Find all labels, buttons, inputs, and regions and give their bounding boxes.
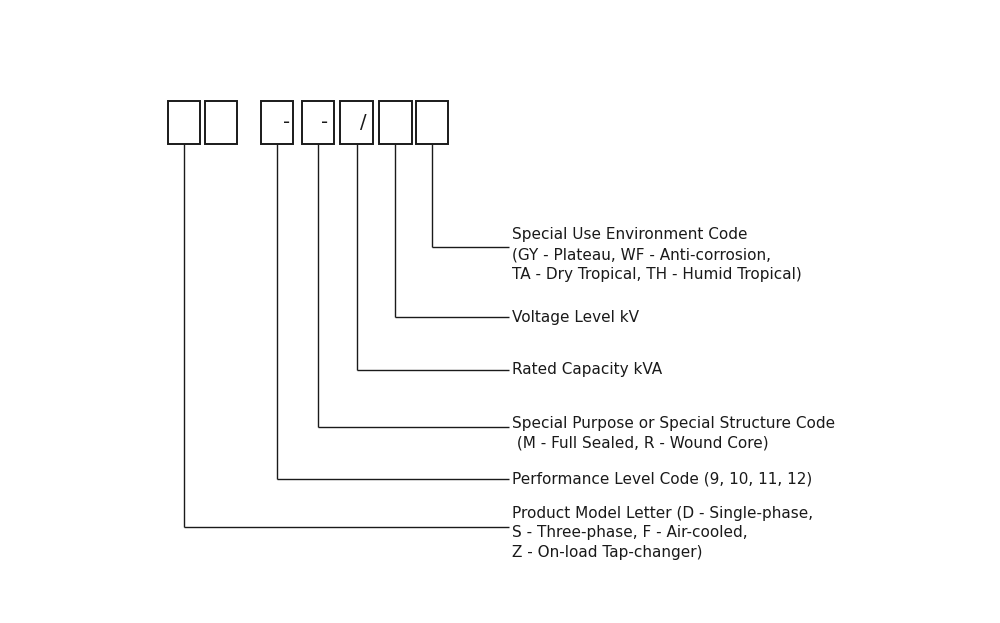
Bar xyxy=(205,101,237,145)
Text: Special Purpose or Special Structure Code
 (M - Full Sealed, R - Wound Core): Special Purpose or Special Structure Cod… xyxy=(512,416,836,451)
Bar xyxy=(302,101,334,145)
Text: Voltage Level kV: Voltage Level kV xyxy=(512,310,640,325)
Bar xyxy=(379,101,412,145)
Bar xyxy=(168,101,200,145)
Bar xyxy=(416,101,448,145)
Bar xyxy=(261,101,293,145)
Text: -: - xyxy=(321,113,329,132)
Text: Product Model Letter (D - Single-phase,
S - Three-phase, F - Air-cooled,
Z - On-: Product Model Letter (D - Single-phase, … xyxy=(512,506,814,560)
Text: /: / xyxy=(360,113,367,132)
Text: Special Use Environment Code
(GY - Plateau, WF - Anti-corrosion,
TA - Dry Tropic: Special Use Environment Code (GY - Plate… xyxy=(512,227,802,282)
Bar xyxy=(340,101,373,145)
Text: Performance Level Code (9, 10, 11, 12): Performance Level Code (9, 10, 11, 12) xyxy=(512,471,813,486)
Text: Rated Capacity kVA: Rated Capacity kVA xyxy=(512,363,663,378)
Text: -: - xyxy=(283,113,290,132)
